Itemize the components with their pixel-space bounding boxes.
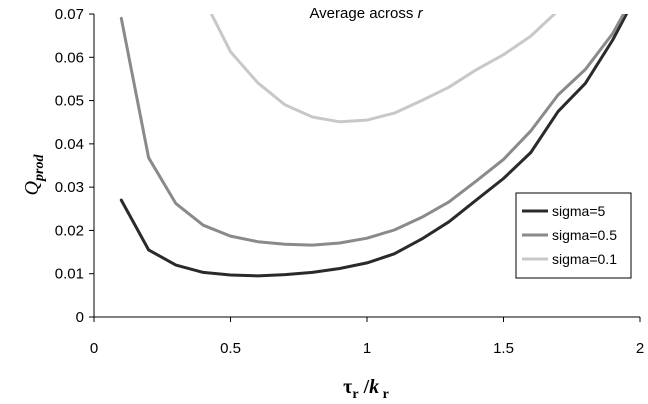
x-tick-label: 0 bbox=[90, 340, 98, 357]
series-line-sigma-0-5 bbox=[119, 14, 626, 247]
y-axis-label: Qprod bbox=[21, 154, 47, 196]
x-tick-label: 1 bbox=[363, 340, 371, 357]
y-tick-label: 0.06 bbox=[55, 49, 84, 66]
y-tick-label: 0.05 bbox=[55, 93, 84, 110]
x-tick-label: 1.5 bbox=[493, 340, 514, 357]
y-tick-label: 0.02 bbox=[55, 222, 84, 239]
series-layer bbox=[119, 14, 628, 278]
legend-label-sigma-0-5: sigma=0.5 bbox=[552, 227, 617, 243]
legend: sigma=5 sigma=0.5 sigma=0.1 bbox=[515, 192, 632, 279]
y-tick-label: 0.07 bbox=[55, 6, 84, 23]
legend-label-sigma-0-1: sigma=0.1 bbox=[552, 251, 617, 267]
x-tick-label: 2 bbox=[636, 340, 644, 357]
y-tick-label: 0.04 bbox=[55, 136, 84, 153]
legend-box bbox=[515, 192, 632, 279]
series-line-sigma-5 bbox=[119, 14, 628, 278]
y-tick-label: 0.01 bbox=[55, 266, 84, 283]
x-axis-label: τr /k r bbox=[343, 376, 389, 402]
series-line-sigma-0-1 bbox=[209, 14, 557, 124]
x-tick-label: 0.5 bbox=[220, 340, 241, 357]
axes: 0 0.01 0.02 0.03 0.04 0.05 0.06 0.07 0 0.5 1 1.5 2 bbox=[55, 6, 644, 357]
y-tick-label: 0.03 bbox=[55, 179, 84, 196]
y-tick-label: 0 bbox=[76, 309, 84, 326]
chart-title: Average across r bbox=[309, 5, 423, 22]
legend-label-sigma-5: sigma=5 bbox=[552, 203, 606, 219]
